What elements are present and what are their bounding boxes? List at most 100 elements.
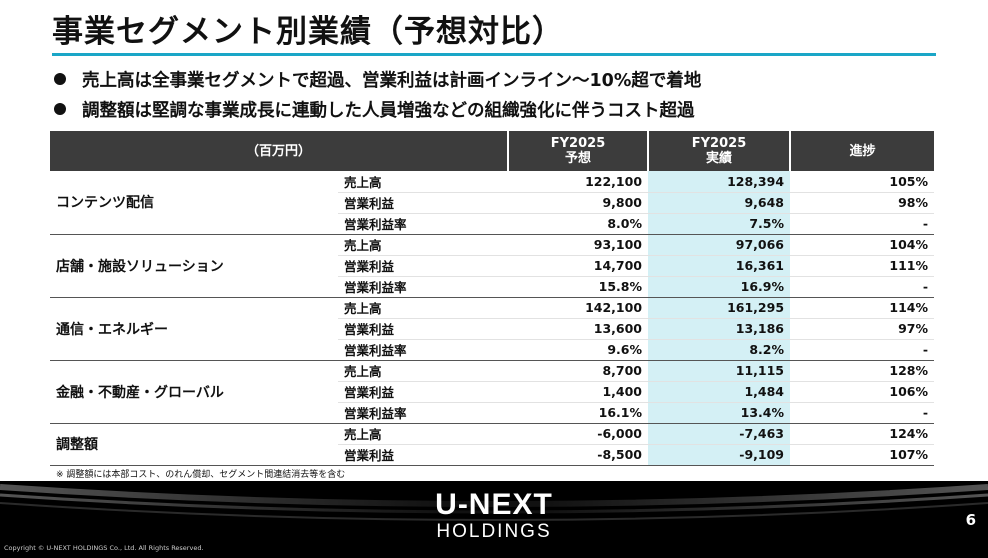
metric-label: 営業利益 xyxy=(338,380,509,402)
actual-value: 128,394 xyxy=(648,171,791,192)
segment-name: 店舗・施設ソリューション xyxy=(50,234,338,298)
forecast-value: 93,100 xyxy=(593,237,643,252)
progress-value: 104% xyxy=(889,237,929,252)
metric-label: 営業利益率 xyxy=(338,275,509,298)
bullet-item: 調整額は堅調な事業成長に連動した人員増強などの組織強化に伴うコスト超過 xyxy=(54,94,701,124)
table-row: 営業利益 -8,500 -9,109 107% xyxy=(50,443,935,466)
actual-value: 9,648 xyxy=(648,191,791,213)
forecast-header: FY2025 予想 xyxy=(508,131,650,171)
metric-label: 営業利益 xyxy=(338,254,509,276)
metric-label: 営業利益 xyxy=(338,191,509,213)
metric-label: 営業利益 xyxy=(338,317,509,339)
progress-value: 97% xyxy=(790,317,935,339)
logo-main-text: U-NEXT xyxy=(435,488,553,521)
table-body: コンテンツ配信 売上高 122,100 128,394 105% 営業利益 9,800 9,6… xyxy=(50,171,935,466)
progress-value: - xyxy=(790,275,935,298)
footnote: ※ 調整額には本部コスト、のれん償却、セグメント間連結消去等を含む xyxy=(56,470,346,480)
progress-value: 114% xyxy=(889,300,929,315)
forecast-value: 13,600 xyxy=(508,317,649,339)
segment-name: コンテンツ配信 xyxy=(50,171,338,235)
metric-label: 営業利益 xyxy=(338,443,509,466)
segment-results-table: （百万円） FY2025 予想 FY2025 実績 進捗 コンテンツ配信 売上高 1… xyxy=(50,131,935,466)
table-row: 調整額 売上高 -6,000 -7,463 124% xyxy=(50,423,934,466)
forecast-value: 142,100 xyxy=(585,300,643,315)
progress-value: 128% xyxy=(889,363,929,378)
forecast-value: 122,100 xyxy=(585,173,643,189)
bullet-dot-icon xyxy=(54,73,66,85)
bullet-list: 売上高は全事業セグメントで超過、営業利益は計画インライン～10%超で着地 調整額… xyxy=(54,64,701,124)
table-row: コンテンツ配信 売上高 122,100 128,394 105% xyxy=(50,171,934,235)
actual-label: 実績 xyxy=(706,151,733,166)
forecast-value: 9.6% xyxy=(508,338,649,361)
table-header-row: （百万円） FY2025 予想 FY2025 実績 進捗 xyxy=(50,131,935,171)
metric-label: 売上高 xyxy=(344,301,382,316)
progress-value: 105% xyxy=(889,173,929,189)
logo-sub-text: HOLDINGS xyxy=(436,521,552,542)
table-row: 金融・不動産・グローバル 売上高 8,700 11,115 128% xyxy=(50,360,934,424)
metric-label: 売上高 xyxy=(344,364,382,379)
actual-value: 97,066 xyxy=(648,234,791,255)
forecast-value: 9,800 xyxy=(508,191,649,213)
segment-name: 金融・不動産・グローバル xyxy=(50,360,338,424)
forecast-year: FY2025 xyxy=(550,136,606,151)
progress-value: - xyxy=(790,401,935,424)
bullet-dot-icon xyxy=(54,103,66,115)
table-row: 営業利益 13,600 13,186 97% xyxy=(50,317,935,339)
progress-value: 107% xyxy=(790,443,935,466)
actual-year: FY2025 xyxy=(691,136,747,151)
actual-value: 161,295 xyxy=(648,297,791,318)
actual-value: 16,361 xyxy=(648,254,791,276)
copyright-text: Copyright © U-NEXT HOLDINGS Co., Ltd. Al… xyxy=(4,544,204,552)
unit-header: （百万円） xyxy=(50,131,510,171)
forecast-value: -8,500 xyxy=(508,443,649,466)
company-logo: U-NEXT HOLDINGS xyxy=(0,489,988,543)
progress-value: 98% xyxy=(790,191,935,213)
forecast-label: 予想 xyxy=(565,151,592,166)
actual-value: -9,109 xyxy=(648,443,791,466)
page-number: 6 xyxy=(965,511,976,529)
bullet-text: 売上高は全事業セグメントで超過、営業利益は計画インライン～10%超で着地 xyxy=(82,70,702,91)
metric-label: 売上高 xyxy=(344,427,382,442)
table-row: 営業利益 1,400 1,484 106% xyxy=(50,380,935,402)
bullet-item: 売上高は全事業セグメントで超過、営業利益は計画インライン～10%超で着地 xyxy=(54,64,701,94)
progress-header: 進捗 xyxy=(790,131,935,171)
progress-value: 106% xyxy=(790,380,935,402)
actual-value: 13.4% xyxy=(648,401,791,424)
metric-label: 売上高 xyxy=(344,238,382,253)
table-row: 営業利益 14,700 16,361 111% xyxy=(50,254,935,276)
actual-value: 8.2% xyxy=(648,338,791,361)
footer-wave-graphic xyxy=(0,484,988,521)
segment-name: 通信・エネルギー xyxy=(50,297,338,361)
actual-header: FY2025 実績 xyxy=(648,131,792,171)
table-row: 店舗・施設ソリューション 売上高 93,100 97,066 104% xyxy=(50,234,934,298)
forecast-value: 1,400 xyxy=(508,380,649,402)
actual-value: 7.5% xyxy=(648,212,791,235)
metric-label: 営業利益率 xyxy=(338,212,509,235)
table-row: 営業利益率 8.0% 7.5% - xyxy=(50,212,935,235)
progress-value: - xyxy=(790,212,935,235)
forecast-value: 8.0% xyxy=(508,212,649,235)
metric-label: 営業利益率 xyxy=(338,338,509,361)
table-row: 営業利益 9,800 9,648 98% xyxy=(50,191,935,213)
title-underline xyxy=(52,53,936,56)
actual-value: 11,115 xyxy=(648,360,791,381)
table-row: 通信・エネルギー 売上高 142,100 161,295 114% xyxy=(50,297,934,361)
forecast-value: 8,700 xyxy=(602,363,643,378)
segment-name: 調整額 xyxy=(50,423,338,466)
progress-value: 124% xyxy=(889,426,929,441)
metric-label: 営業利益率 xyxy=(338,401,509,424)
table-row: 営業利益率 9.6% 8.2% - xyxy=(50,338,935,361)
actual-value: 16.9% xyxy=(648,275,791,298)
progress-value: - xyxy=(790,338,935,361)
actual-value: 13,186 xyxy=(648,317,791,339)
table-row: 営業利益率 16.1% 13.4% - xyxy=(50,401,935,424)
actual-value: 1,484 xyxy=(648,380,791,402)
forecast-value: 16.1% xyxy=(508,401,649,424)
metric-label: 売上高 xyxy=(344,174,382,190)
forecast-value: 14,700 xyxy=(508,254,649,276)
forecast-value: 15.8% xyxy=(508,275,649,298)
actual-value: -7,463 xyxy=(648,423,791,444)
footer-banner: U-NEXT HOLDINGS 6 Copyright © U-NEXT HOL… xyxy=(0,481,988,558)
progress-value: 111% xyxy=(790,254,935,276)
bullet-text: 調整額は堅調な事業成長に連動した人員増強などの組織強化に伴うコスト超過 xyxy=(82,100,695,121)
